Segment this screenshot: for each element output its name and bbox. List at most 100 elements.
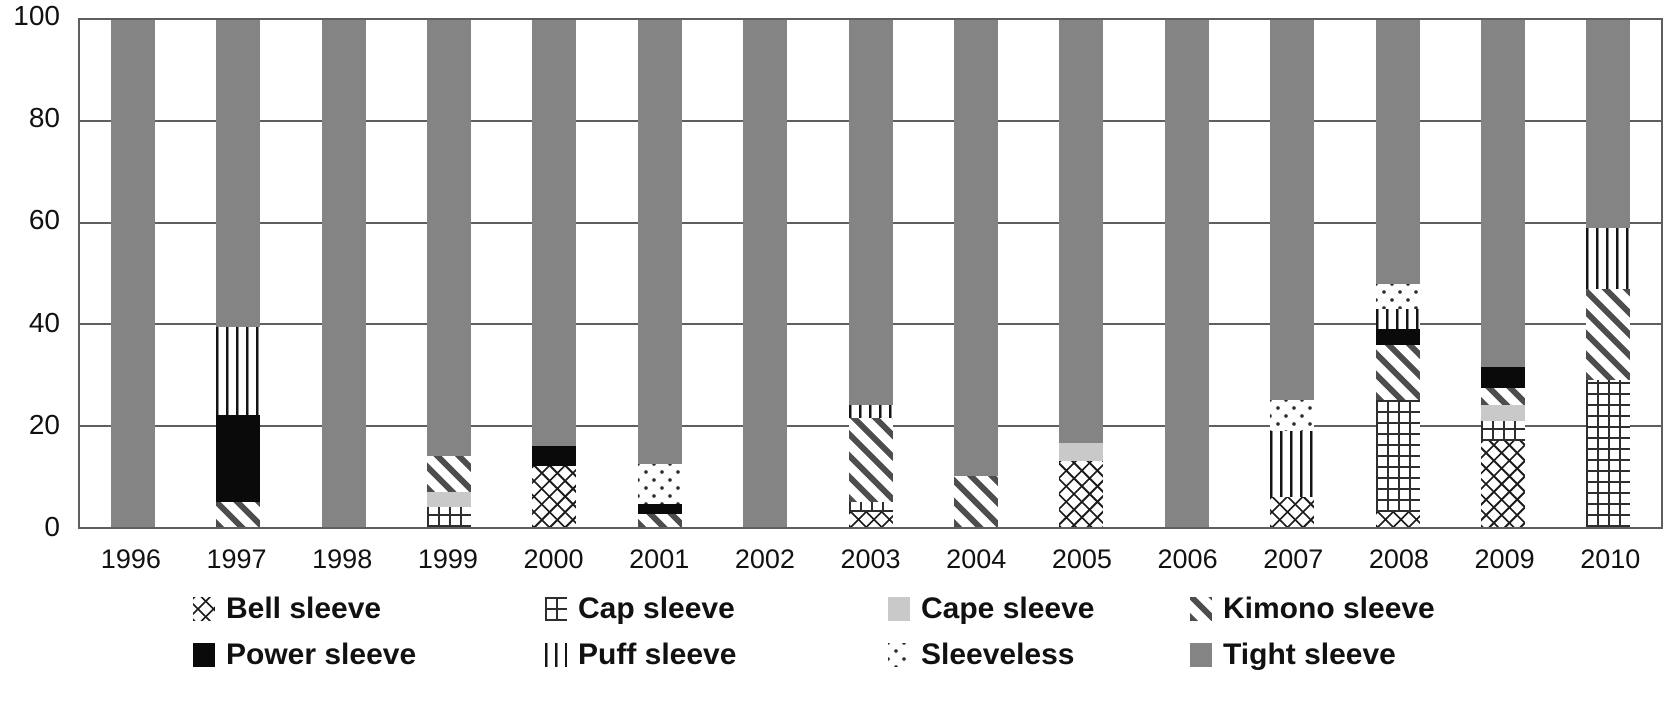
- legend-label-kimono-sleeve: Kimono sleeve: [1223, 592, 1435, 625]
- legend-item-cape-sleeve: Cape sleeve: [888, 592, 1190, 626]
- y-tick-label-80: 80: [28, 102, 60, 134]
- x-axis-label-2008: 2008: [1368, 544, 1429, 574]
- bar-segment-1998-tight-sleeve: [321, 20, 366, 527]
- bars-layer: [80, 20, 1661, 527]
- legend-item-sleeveless: Sleeveless: [888, 638, 1190, 672]
- bar-segment-1999-cap-sleeve: [426, 506, 471, 527]
- legend-label-cap-sleeve: Cap sleeve: [578, 592, 735, 625]
- x-axis: 1996 1997 1998 1999 2000 2001 2002 2003 2004 2005…: [78, 544, 1663, 575]
- bar-segment-2000-tight-sleeve: [532, 20, 577, 446]
- bar-segment-2009-tight-sleeve: [1480, 20, 1525, 368]
- bar-2010: [1586, 20, 1631, 527]
- legend-item-kimono-sleeve: Kimono sleeve: [1190, 592, 1435, 626]
- bar-2006: [1164, 20, 1209, 527]
- legend-item-cap-sleeve: Cap sleeve: [545, 592, 888, 626]
- legend-label-cape-sleeve: Cape sleeve: [921, 592, 1095, 625]
- bar-2004: [953, 20, 998, 527]
- bar-segment-2010-kimono-sleeve: [1586, 288, 1631, 380]
- y-tick-label-40: 40: [28, 306, 60, 338]
- bar-column-2010: [1556, 20, 1661, 527]
- bar-segment-2003-tight-sleeve: [848, 20, 893, 406]
- y-tick-label-20: 20: [28, 408, 60, 440]
- bar-segment-2003-cap-sleeve: [848, 501, 893, 512]
- bar-segment-2007-bell-sleeve: [1270, 496, 1315, 527]
- bar-segment-2001-tight-sleeve: [637, 20, 682, 464]
- legend-swatch-sleeveless: [888, 643, 910, 667]
- bar-segment-2003-kimono-sleeve: [848, 418, 893, 502]
- plot-area: [78, 18, 1663, 529]
- legend-label-puff-sleeve: Puff sleeve: [578, 638, 737, 671]
- bar-segment-2007-tight-sleeve: [1270, 20, 1315, 401]
- bar-segment-2005-cape-sleeve: [1059, 443, 1104, 462]
- legend-label-bell-sleeve: Bell sleeve: [226, 592, 382, 625]
- bar-segment-2010-puff-sleeve: [1586, 227, 1631, 289]
- bar-1998: [321, 20, 366, 527]
- bar-segment-2007-sleeveless: [1270, 400, 1315, 431]
- bar-1996: [110, 20, 155, 527]
- legend-swatch-power-sleeve: [193, 643, 215, 667]
- bar-segment-1999-tight-sleeve: [426, 20, 471, 457]
- bar-segment-2009-bell-sleeve: [1480, 440, 1525, 527]
- y-tick-label-0: 0: [44, 511, 60, 542]
- bar-column-2000: [502, 20, 607, 527]
- legend-item-bell-sleeve: Bell sleeve: [193, 592, 545, 626]
- bar-segment-2001-kimono-sleeve: [637, 514, 682, 527]
- bar-column-2004: [923, 20, 1028, 527]
- bar-segment-2009-cap-sleeve: [1480, 420, 1525, 441]
- bar-segment-2008-bell-sleeve: [1375, 511, 1420, 527]
- x-axis-label-1998: 1998: [312, 544, 373, 574]
- y-tick-label-100: 100: [13, 0, 60, 31]
- legend-swatch-puff-sleeve: [545, 643, 567, 667]
- bar-segment-1997-puff-sleeve: [216, 326, 261, 416]
- bar-column-2001: [607, 20, 712, 527]
- x-axis-label-1997: 1997: [206, 544, 267, 574]
- bar-column-1997: [185, 20, 290, 527]
- x-axis-label-2010: 2010: [1580, 544, 1641, 574]
- bar-segment-2002-tight-sleeve: [743, 20, 788, 527]
- x-axis-label-2007: 2007: [1263, 544, 1324, 574]
- bar-1999: [426, 20, 471, 527]
- bar-segment-2009-kimono-sleeve: [1480, 387, 1525, 406]
- legend-item-puff-sleeve: Puff sleeve: [545, 638, 888, 672]
- x-axis-label-2005: 2005: [1051, 544, 1112, 574]
- bar-segment-2007-puff-sleeve: [1270, 430, 1315, 497]
- bar-segment-2003-bell-sleeve: [848, 511, 893, 527]
- bar-segment-2008-puff-sleeve: [1375, 309, 1420, 330]
- bar-1997: [216, 20, 261, 527]
- bar-segment-2008-tight-sleeve: [1375, 20, 1420, 284]
- bar-column-2002: [712, 20, 817, 527]
- y-axis: 0 20 40 60 80 100: [0, 1, 78, 542]
- bar-segment-2008-power-sleeve: [1375, 329, 1420, 345]
- bar-column-2009: [1450, 20, 1555, 527]
- x-axis-label-2001: 2001: [629, 544, 690, 574]
- legend: Bell sleeve Cap sleeve Cape sleeve Kimono s…: [193, 592, 1435, 672]
- bar-segment-1997-tight-sleeve: [216, 20, 261, 327]
- bar-segment-2008-cap-sleeve: [1375, 400, 1420, 512]
- bar-column-2008: [1345, 20, 1450, 527]
- bar-segment-2000-power-sleeve: [532, 445, 577, 467]
- y-tick-label-60: 60: [28, 204, 60, 236]
- bar-segment-2005-tight-sleeve: [1059, 20, 1104, 444]
- bar-segment-2009-cape-sleeve: [1480, 405, 1525, 421]
- bar-segment-2000-bell-sleeve: [532, 466, 577, 527]
- bar-column-2007: [1239, 20, 1344, 527]
- bar-column-2003: [818, 20, 923, 527]
- bar-segment-1996-tight-sleeve: [110, 20, 155, 527]
- bar-column-2006: [1134, 20, 1239, 527]
- bar-segment-2009-power-sleeve: [1480, 367, 1525, 388]
- bar-segment-2010-tight-sleeve: [1586, 20, 1631, 228]
- legend-swatch-cape-sleeve: [888, 597, 910, 621]
- bar-2000: [532, 20, 577, 527]
- legend-label-tight-sleeve: Tight sleeve: [1223, 638, 1396, 671]
- bar-column-1996: [80, 20, 185, 527]
- x-axis-label-1996: 1996: [100, 544, 161, 574]
- x-axis-label-1999: 1999: [417, 544, 478, 574]
- x-axis-label-2004: 2004: [946, 544, 1007, 574]
- legend-swatch-kimono-sleeve: [1190, 597, 1212, 621]
- bar-segment-2006-tight-sleeve: [1164, 20, 1209, 527]
- bar-2008: [1375, 20, 1420, 527]
- bar-segment-1999-cape-sleeve: [426, 491, 471, 507]
- bar-column-1998: [291, 20, 396, 527]
- bar-segment-1999-kimono-sleeve: [426, 456, 471, 492]
- bar-segment-2003-puff-sleeve: [848, 405, 893, 419]
